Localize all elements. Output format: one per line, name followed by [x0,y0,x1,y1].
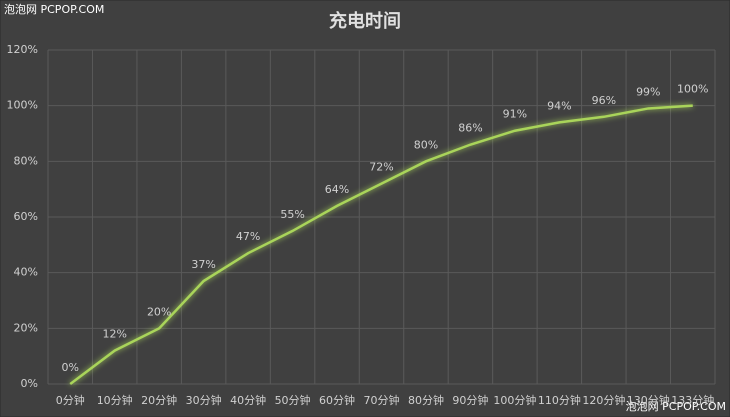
x-tick-label: 60分钟 [319,393,355,407]
line [69,104,693,385]
y-tick-label: 120% [7,43,38,56]
x-tick-label: 80分钟 [408,393,444,407]
data-label: 96% [592,94,616,107]
y-tick-label: 0% [21,377,38,390]
data-label: 94% [547,99,571,112]
x-tick-label: 110分钟 [538,393,581,407]
x-tick-label: 70分钟 [364,393,400,407]
watermark: 泡泡网 PCPOP.COM [626,399,726,413]
x-tick-label: 100分钟 [493,393,536,407]
data-label: 91% [503,108,527,121]
data-label: 86% [458,122,482,135]
y-tick-label: 100% [7,99,38,112]
data-label: 12% [102,328,126,341]
x-tick-label: 0分钟 [56,393,85,407]
data-label: 99% [636,85,660,98]
y-tick-label: 60% [14,210,38,223]
x-tick-label: 30分钟 [186,393,222,407]
x-tick-label: 40分钟 [230,393,266,407]
x-tick-label: 10分钟 [97,393,133,407]
data-label: 20% [147,305,171,318]
data-label: 0% [62,361,79,374]
x-tick-label: 130分钟 [627,393,670,407]
watermark: 泡泡网 PCPOP.COM [4,2,104,16]
y-tick-label: 80% [14,154,38,167]
data-label: 37% [191,258,215,271]
y-tick-label: 20% [14,321,38,334]
data-label: 64% [325,183,349,196]
x-tick-label: 120分钟 [582,393,625,407]
x-tick-label: 90分钟 [452,393,488,407]
y-tick-label: 40% [14,266,38,279]
chart-title: 充电时间 [329,10,401,32]
x-tick-label: 20分钟 [141,393,177,407]
data-label: 100% [677,83,708,96]
data-label: 55% [280,208,304,221]
data-label: 72% [369,161,393,174]
x-tick-label: 50分钟 [275,393,311,407]
x-tick-label: 133分钟 [671,393,714,407]
data-label: 80% [414,138,438,151]
data-label: 47% [236,230,260,243]
